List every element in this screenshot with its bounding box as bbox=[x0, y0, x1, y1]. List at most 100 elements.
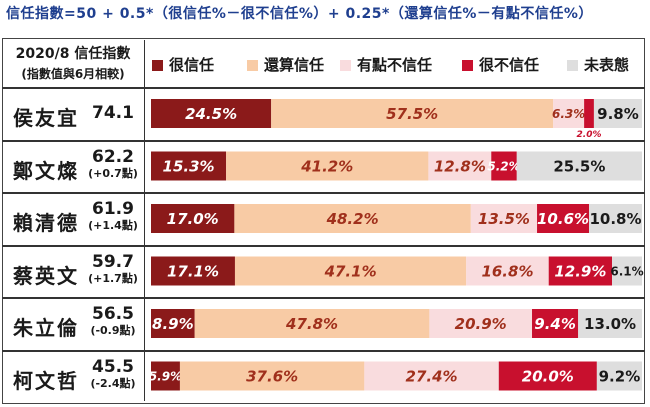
trust-index: 74.1 bbox=[84, 103, 142, 123]
trust-index: 61.9 (+1.4點) bbox=[84, 199, 142, 233]
bar-segment bbox=[537, 204, 590, 233]
bar-segment bbox=[428, 151, 492, 181]
data-label: 41.2% bbox=[300, 157, 353, 175]
index-value: 62.2 bbox=[92, 146, 134, 167]
trust-index: 56.5 (-0.9點) bbox=[84, 304, 142, 338]
bar-segment bbox=[553, 99, 585, 128]
bar-segment bbox=[516, 151, 642, 181]
index-value: 56.5 bbox=[92, 304, 134, 324]
candidate-name: 柯文哲 bbox=[13, 368, 79, 393]
data-label: 13.5% bbox=[478, 210, 530, 228]
data-label: 10.6% bbox=[537, 210, 589, 228]
candidate-name: 朱立倫 bbox=[13, 316, 79, 340]
bar-segment bbox=[584, 99, 594, 128]
bar-segment bbox=[151, 256, 235, 286]
candidate-name: 賴清德 bbox=[13, 211, 79, 235]
candidate-name: 蔡英文 bbox=[13, 263, 79, 288]
index-change: (-0.9點) bbox=[90, 324, 136, 337]
bar-segment bbox=[491, 151, 517, 181]
bar-segment bbox=[234, 204, 471, 233]
legend-item-4: 未表態 bbox=[567, 57, 629, 73]
bar-segment bbox=[271, 99, 554, 128]
data-label: 57.5% bbox=[386, 105, 438, 123]
bar-segment bbox=[596, 361, 642, 391]
index-change: (+1.4點) bbox=[88, 219, 138, 232]
legend-item-0: 很信任 bbox=[152, 57, 214, 73]
data-label: 6.3% bbox=[552, 107, 585, 121]
bar-segment bbox=[151, 361, 180, 391]
chart-frame bbox=[2, 38, 645, 404]
row-separator bbox=[2, 349, 645, 352]
bar-segment bbox=[593, 99, 642, 128]
index-subtitle: (指數值與6月相較) bbox=[21, 67, 125, 81]
index-change: (+0.7點) bbox=[88, 166, 138, 180]
trust-index: 45.5 (-2.4點) bbox=[84, 357, 142, 391]
row-separator bbox=[2, 139, 645, 142]
data-label: 12.9% bbox=[554, 262, 606, 280]
bar-segment bbox=[151, 309, 195, 338]
candidate-name: 鄭文燦 bbox=[13, 158, 79, 183]
row-separator bbox=[2, 244, 645, 247]
data-label: 20.0% bbox=[522, 367, 574, 385]
index-change: (-2.4點) bbox=[90, 376, 136, 390]
index-title: 2020/8 信任指數 bbox=[15, 46, 131, 62]
data-label: 20.9% bbox=[455, 315, 507, 333]
data-label: 47.1% bbox=[324, 262, 377, 280]
legend-item-3: 很不信任 bbox=[462, 57, 539, 73]
data-label: 25.5% bbox=[553, 157, 605, 175]
legend-label: 很不信任 bbox=[479, 56, 540, 74]
data-label: 8.9% bbox=[152, 315, 194, 333]
index-value: 61.9 bbox=[92, 199, 134, 219]
data-label: 9.8% bbox=[597, 105, 639, 123]
row-separator bbox=[2, 87, 645, 89]
data-label: 5.9% bbox=[149, 369, 182, 383]
legend: 很信任 還算信任 有點不信任 很不信任 未表態 bbox=[152, 40, 642, 88]
row-separator bbox=[2, 192, 645, 194]
data-label: 10.8% bbox=[589, 210, 641, 228]
legend-label: 還算信任 bbox=[264, 56, 325, 74]
index-value: 45.5 bbox=[92, 356, 134, 377]
legend-swatch bbox=[247, 60, 258, 71]
trust-index: 62.2 (+0.7點) bbox=[84, 147, 142, 181]
bar-segment bbox=[498, 361, 597, 391]
bar-segment bbox=[151, 151, 227, 181]
data-label: 37.6% bbox=[246, 367, 298, 385]
column-separator bbox=[144, 40, 145, 401]
legend-label: 未表態 bbox=[584, 56, 630, 74]
data-label: 16.8% bbox=[481, 262, 533, 280]
bar-segment bbox=[532, 309, 579, 338]
data-label: 47.8% bbox=[285, 315, 338, 333]
index-value: 74.1 bbox=[92, 103, 134, 123]
bar-segment bbox=[578, 309, 642, 338]
trust-index: 59.7 (+1.7點) bbox=[84, 252, 142, 286]
legend-swatch bbox=[152, 60, 163, 71]
data-label: 2.0% bbox=[577, 130, 602, 140]
data-label: 17.1% bbox=[167, 262, 219, 280]
row-separator bbox=[2, 297, 645, 299]
bar-segment bbox=[226, 151, 429, 181]
bar-segment bbox=[234, 256, 467, 286]
data-label: 9.2% bbox=[599, 367, 641, 385]
data-label: 27.4% bbox=[406, 367, 458, 385]
legend-label: 有點不信任 bbox=[357, 56, 433, 74]
legend-swatch bbox=[340, 60, 351, 71]
bar-segment bbox=[470, 204, 538, 233]
data-label: 48.2% bbox=[326, 210, 379, 228]
index-change: (+1.7點) bbox=[88, 271, 138, 285]
bar-segment bbox=[364, 361, 499, 391]
bar-segment bbox=[589, 204, 642, 233]
data-label: 5.2% bbox=[487, 159, 520, 173]
legend-swatch bbox=[567, 60, 578, 71]
bar-segment bbox=[151, 99, 272, 128]
data-label: 24.5% bbox=[185, 105, 237, 123]
index-header: 2020/8 信任指數 (指數值與6月相較) bbox=[2, 40, 144, 88]
legend-swatch bbox=[462, 60, 473, 71]
bar-segment bbox=[179, 361, 365, 391]
formula-text: 信任指數=50 + 0.5*（很信任%－很不信任%）+ 0.25*（還算信任%－… bbox=[6, 6, 593, 22]
data-label: 17.0% bbox=[167, 210, 219, 228]
bar-segment bbox=[612, 256, 642, 286]
data-label: 12.8% bbox=[434, 157, 486, 175]
data-label: 6.1% bbox=[610, 264, 643, 278]
candidate-name: 侯友宜 bbox=[13, 106, 79, 130]
